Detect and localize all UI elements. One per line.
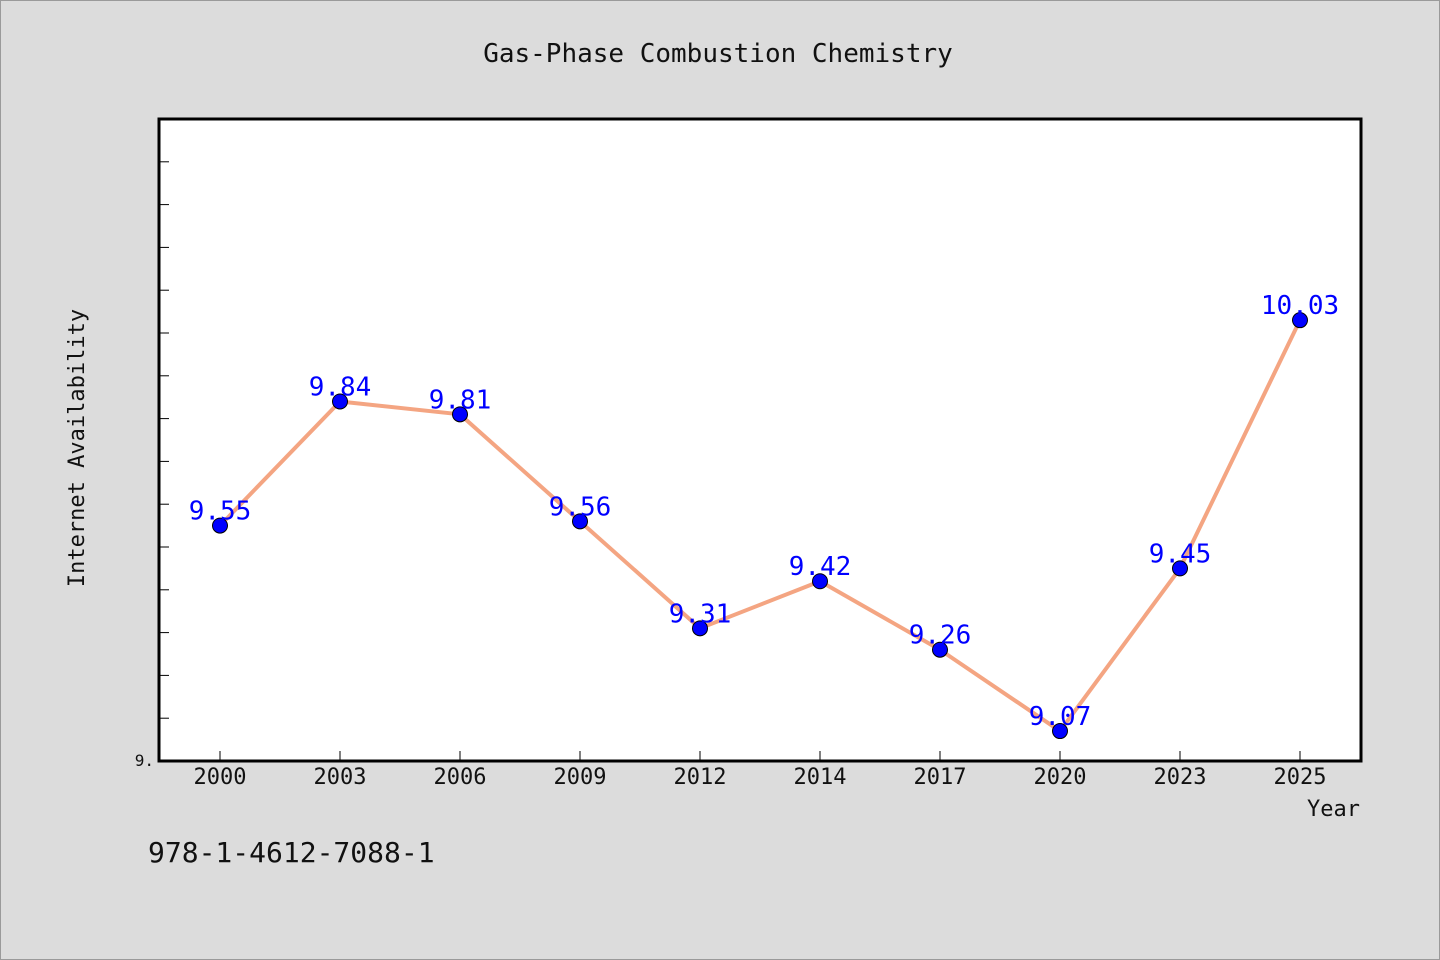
isbn-text: 978-1-4612-7088-1	[148, 836, 435, 869]
data-label: 9.55	[189, 497, 252, 527]
data-point	[692, 620, 708, 637]
x-tick-label: 2006	[434, 765, 487, 790]
series-line	[218, 318, 1302, 734]
data-label: 9.56	[549, 492, 612, 522]
y-minor-ticks	[159, 161, 169, 719]
x-tick-label: 2012	[674, 765, 727, 790]
data-point	[1052, 723, 1068, 740]
y-axis-label: Internet Availability	[65, 309, 90, 587]
x-tick-label: 2009	[554, 765, 607, 790]
x-tick-label: 2000	[194, 765, 247, 790]
data-point	[812, 573, 828, 590]
x-axis-ticks: 2000 2003 2006 2009 2012 2014 2017 2020 2023 2025	[194, 751, 1327, 790]
data-label: 9.84	[309, 372, 372, 402]
x-tick-label: 2014	[794, 765, 847, 790]
x-tick-label: 2025	[1274, 765, 1327, 790]
data-label: 9.42	[789, 552, 852, 582]
data-point	[1292, 312, 1308, 329]
data-label: 9.81	[429, 385, 492, 415]
chart-title: Gas-Phase Combustion Chemistry	[483, 39, 953, 69]
data-point	[332, 393, 348, 410]
data-label: 9.45	[1149, 539, 1212, 569]
x-tick-label: 2023	[1154, 765, 1207, 790]
data-point	[452, 406, 468, 423]
x-axis-label: Year	[1307, 797, 1360, 822]
data-label: 9.26	[909, 621, 972, 651]
plot-area	[157, 117, 1363, 763]
data-label: 9.07	[1029, 702, 1092, 732]
x-tick-label: 2003	[314, 765, 367, 790]
data-point	[572, 513, 588, 530]
data-label: 10.03	[1261, 291, 1339, 321]
data-point	[212, 517, 228, 534]
data-markers	[212, 312, 1308, 740]
y-tick-label: 9.	[135, 751, 154, 770]
data-point	[932, 641, 948, 658]
data-labels: 9.55 9.84 9.81 9.56 9.31 9.42 9.26 9.07 9.45 10.0…	[189, 291, 1339, 732]
x-tick-label: 2020	[1034, 765, 1087, 790]
data-point	[1172, 560, 1188, 577]
x-tick-label: 2017	[914, 765, 967, 790]
data-label: 9.31	[669, 599, 732, 629]
